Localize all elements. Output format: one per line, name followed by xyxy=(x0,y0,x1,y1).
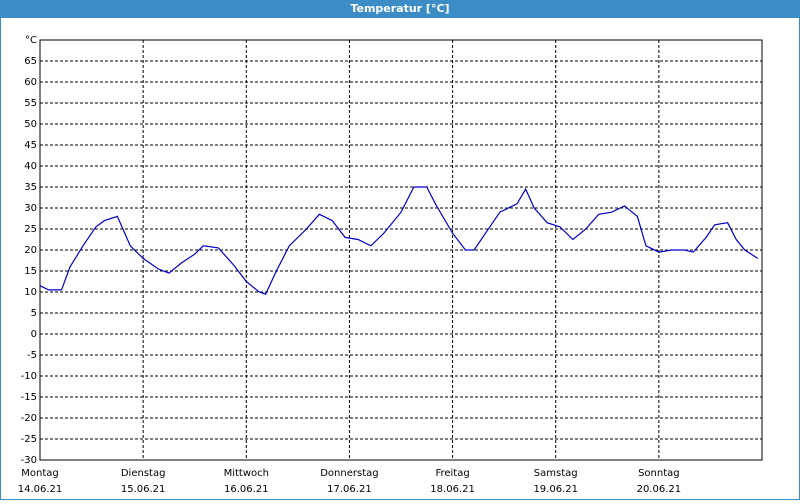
y-tick-label: 10 xyxy=(24,287,37,298)
x-tick-label: Donnerstag xyxy=(320,468,378,479)
y-tick-label: 55 xyxy=(24,98,37,109)
x-tick-label: Montag xyxy=(21,468,58,479)
x-tick-label: Dienstag xyxy=(121,468,166,479)
x-tick-date: 19.06.21 xyxy=(533,484,578,495)
y-tick-label: 60 xyxy=(24,77,37,88)
x-tick-date: 17.06.21 xyxy=(327,484,372,495)
y-tick-label: -5 xyxy=(27,350,37,361)
y-tick-label: -10 xyxy=(21,371,37,382)
y-tick-label: 45 xyxy=(24,140,37,151)
y-tick-label: -15 xyxy=(21,392,37,403)
y-tick-label: 15 xyxy=(24,266,37,277)
y-tick-label: -30 xyxy=(21,455,37,466)
y-tick-label: -20 xyxy=(21,413,37,424)
y-tick-label: 20 xyxy=(24,245,37,256)
x-tick-date: 14.06.21 xyxy=(18,484,63,495)
x-tick-date: 15.06.21 xyxy=(121,484,166,495)
y-tick-label: 30 xyxy=(24,203,37,214)
y-tick-label: 40 xyxy=(24,161,37,172)
title-bar xyxy=(0,0,800,18)
y-tick-label: -25 xyxy=(21,434,37,445)
x-tick-date: 16.06.21 xyxy=(224,484,269,495)
temperature-line xyxy=(39,186,759,295)
x-tick-label: Sonntag xyxy=(638,468,680,479)
x-tick-label: Freitag xyxy=(435,468,469,479)
chart-title: Temperatur [°C] xyxy=(350,2,449,15)
y-tick-label: °C xyxy=(25,35,37,46)
x-tick-date: 20.06.21 xyxy=(637,484,682,495)
y-tick-label: 50 xyxy=(24,119,37,130)
y-tick-label: 25 xyxy=(24,224,37,235)
x-tick-date: 18.06.21 xyxy=(430,484,475,495)
x-tick-label: Mittwoch xyxy=(224,468,269,479)
y-tick-label: 65 xyxy=(24,56,37,67)
x-tick-label: Samstag xyxy=(534,468,578,479)
y-tick-label: 35 xyxy=(24,182,37,193)
y-tick-label: 5 xyxy=(31,308,37,319)
y-tick-label: 0 xyxy=(31,329,37,340)
